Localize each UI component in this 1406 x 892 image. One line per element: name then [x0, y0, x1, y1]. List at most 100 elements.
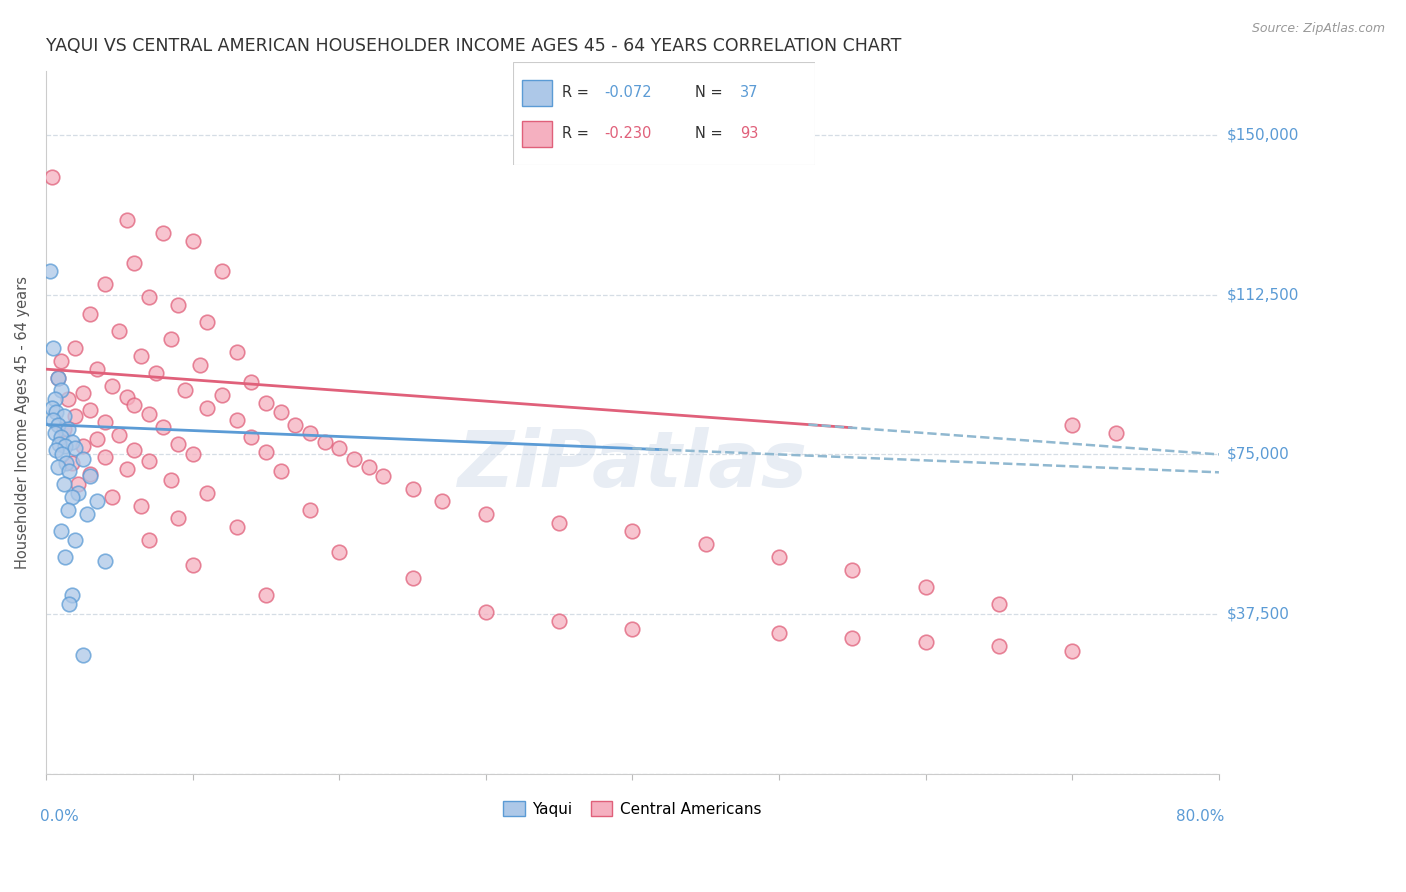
Point [195, 485, 218, 500]
Text: Source: ZipAtlas.com: Source: ZipAtlas.com [1251, 22, 1385, 36]
Text: $112,500: $112,500 [1227, 287, 1299, 302]
Point [475, 507, 498, 521]
Point [1105, 426, 1128, 441]
Point [72, 385, 94, 400]
Point [46, 460, 69, 475]
Point [373, 468, 395, 483]
Point [225, 520, 247, 534]
Point [46, 370, 69, 384]
Point [86, 362, 108, 376]
Point [225, 413, 247, 427]
Point [548, 614, 571, 628]
Point [60, 456, 83, 470]
Y-axis label: Householder Income Ages 45 - 64 years: Householder Income Ages 45 - 64 years [15, 276, 30, 569]
Point [58, 597, 80, 611]
Point [298, 503, 321, 517]
Point [101, 379, 124, 393]
Point [254, 588, 277, 602]
Point [76, 507, 98, 521]
Point [138, 290, 160, 304]
Point [79, 307, 101, 321]
Text: $150,000: $150,000 [1227, 128, 1299, 142]
Point [44, 392, 66, 406]
Point [1062, 417, 1084, 432]
Legend: Yaqui, Central Americans: Yaqui, Central Americans [498, 795, 768, 822]
Point [914, 635, 936, 649]
Point [988, 597, 1011, 611]
Point [67, 477, 90, 491]
Point [58, 465, 80, 479]
Text: -0.072: -0.072 [605, 86, 651, 100]
Point [86, 433, 108, 447]
Point [284, 417, 307, 432]
Point [145, 367, 167, 381]
Point [101, 490, 124, 504]
Text: 93: 93 [740, 127, 758, 141]
Text: 80.0%: 80.0% [1177, 809, 1225, 824]
Point [914, 580, 936, 594]
Text: 0.0%: 0.0% [41, 809, 79, 824]
Point [129, 499, 152, 513]
Point [621, 524, 644, 538]
Point [174, 384, 197, 398]
FancyBboxPatch shape [522, 80, 553, 106]
Point [841, 562, 863, 576]
Point [328, 545, 350, 559]
Point [167, 436, 190, 450]
Point [41, 170, 63, 185]
Point [56, 422, 79, 436]
Point [314, 434, 336, 449]
Point [79, 467, 101, 481]
Point [181, 558, 204, 573]
Point [53, 439, 76, 453]
Point [65, 409, 87, 423]
Text: 37: 37 [740, 86, 758, 100]
Point [45, 443, 67, 458]
Point [167, 298, 190, 312]
Point [122, 255, 145, 269]
Point [195, 401, 218, 415]
Point [79, 468, 101, 483]
Point [211, 388, 233, 402]
Point [181, 234, 204, 248]
FancyBboxPatch shape [513, 62, 815, 165]
Point [52, 477, 75, 491]
Point [695, 537, 717, 551]
Point [108, 324, 131, 338]
Point [621, 622, 644, 636]
Point [1062, 643, 1084, 657]
Point [108, 428, 131, 442]
Point [65, 341, 87, 355]
Point [343, 451, 366, 466]
Point [298, 426, 321, 441]
Text: N =: N = [695, 127, 727, 141]
Text: YAQUI VS CENTRAL AMERICAN HOUSEHOLDER INCOME AGES 45 - 64 YEARS CORRELATION CHAR: YAQUI VS CENTRAL AMERICAN HOUSEHOLDER IN… [46, 37, 901, 55]
Point [46, 417, 69, 432]
Point [240, 430, 263, 444]
Point [138, 407, 160, 421]
Point [181, 447, 204, 461]
Point [357, 460, 380, 475]
Text: $75,000: $75,000 [1227, 447, 1289, 462]
Point [841, 631, 863, 645]
Text: -0.230: -0.230 [605, 127, 651, 141]
Point [152, 226, 174, 240]
Point [159, 332, 181, 346]
Point [328, 441, 350, 455]
Point [188, 358, 211, 372]
Point [115, 390, 138, 404]
Point [41, 401, 63, 415]
Point [548, 516, 571, 530]
Point [93, 554, 115, 568]
Point [49, 430, 72, 444]
Point [138, 533, 160, 547]
Point [129, 350, 152, 364]
Point [53, 549, 76, 564]
Point [60, 490, 83, 504]
Point [39, 264, 62, 278]
Point [401, 571, 423, 585]
Point [768, 626, 790, 640]
Point [195, 315, 218, 329]
Point [72, 451, 94, 466]
Point [42, 341, 65, 355]
